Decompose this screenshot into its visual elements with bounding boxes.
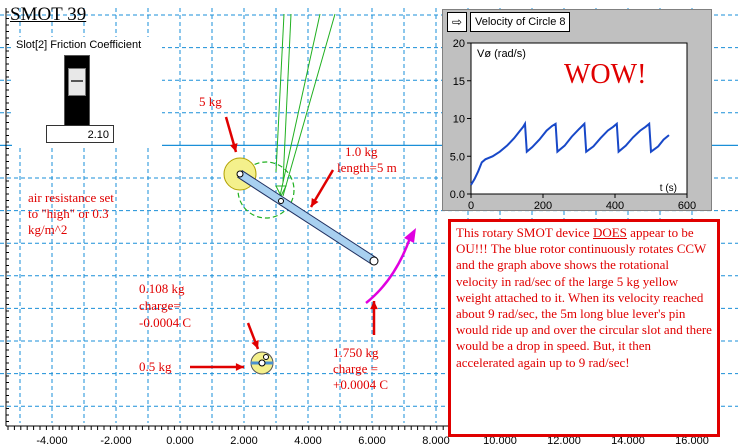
label-rod-mass: 1.0 kg length=5 m [337, 144, 397, 176]
x-tick-label: 8.000 [422, 435, 450, 447]
friction-slider-panel: Slot[2] Friction Coefficient 2.10 [12, 37, 162, 147]
x-tick-label: 4.000 [294, 435, 322, 447]
friction-value-field[interactable]: 2.10 [46, 125, 114, 143]
arrow-5kg-head [230, 143, 238, 152]
label-small-charge: 0.108 kg charge= -0.0004 C [139, 280, 191, 331]
slot-guide-line [275, 13, 285, 173]
slot-guide-line [282, 13, 292, 183]
plot-area [470, 42, 688, 195]
page-title: SMOT 39 [10, 4, 87, 25]
graph-header: ⇨ Velocity of Circle 8 [447, 12, 571, 32]
x-tick-label: 400 [606, 200, 624, 212]
small-pivot [258, 359, 266, 367]
x-tick-label: 0 [468, 200, 474, 212]
rotor-pivot [236, 170, 244, 178]
small-pin [263, 354, 269, 360]
y-tick-label: 10 [453, 114, 465, 126]
label-5kg: 5 kg [199, 94, 222, 109]
label-air-line2: to "high" or 0.3 [28, 206, 109, 221]
x-tick-label: 2.000 [230, 435, 258, 447]
wow-label: WOW! [564, 59, 646, 90]
arrow-half-kg-head [235, 363, 244, 371]
rotor-tip [369, 256, 379, 266]
y-tick-label: 0.0 [450, 189, 465, 201]
label-pin-line1: 1.750 kg [333, 345, 379, 360]
explanation-text-part2: appear to be OU!!! The blue rotor contin… [456, 225, 712, 370]
velocity-series-line [470, 120, 670, 186]
slot-guide-line [282, 13, 336, 197]
arrow-pin-charge-head [370, 301, 378, 310]
arrow-rod-head [311, 198, 319, 207]
slider-label: Slot[2] Friction Coefficient [16, 39, 142, 51]
explanation-text-box: This rotary SMOT device DOES appear to b… [448, 219, 720, 437]
rotation-arrow-head [404, 228, 416, 243]
label-half-kg: 0.5 kg [139, 359, 172, 374]
y-tick-label: 5.0 [450, 151, 465, 163]
label-air-resistance: air resistance set to "high" or 0.3 kg/m… [28, 190, 114, 238]
label-rod-mass-line1: 1.0 kg [345, 144, 378, 159]
x-tick-label: 200 [534, 200, 552, 212]
label-small-line2: charge= [139, 298, 181, 313]
rotor-pin [278, 198, 284, 204]
x-tick-label: 14.000 [611, 435, 645, 447]
slot-guide-line [279, 13, 321, 197]
explanation-emphasis: DOES [592, 225, 627, 240]
slot-guide-arrowhead [275, 185, 287, 198]
x-tick-label: 6.000 [358, 435, 386, 447]
explanation-text-part1: This rotary SMOT device [456, 225, 593, 240]
label-pin-line2: charge = [333, 361, 378, 376]
x-tick-label: 600 [678, 200, 696, 212]
label-rod-mass-line2: length=5 m [337, 160, 397, 175]
x-tick-label: 10.000 [483, 435, 517, 447]
circular-slot [237, 161, 295, 219]
y-axis-label: Vø (rad/s) [477, 48, 526, 60]
x-tick-label: 0.000 [166, 435, 194, 447]
y-tick-label: 15 [453, 76, 465, 88]
friction-slider-track[interactable] [64, 55, 90, 137]
label-small-line3: -0.0004 C [139, 315, 191, 330]
arrow-right-icon[interactable]: ⇨ [447, 12, 467, 32]
x-tick-label: -4.000 [36, 435, 67, 447]
x-axis-label: t (s) [660, 183, 677, 194]
y-tick-label: 20 [453, 38, 465, 50]
label-air-line3: kg/m^2 [28, 222, 68, 237]
x-tick-label: 16.000 [675, 435, 709, 447]
rotation-direction-arrow [365, 237, 412, 304]
friction-slider-thumb[interactable] [68, 68, 86, 96]
label-air-line1: air resistance set [28, 190, 114, 205]
label-small-line1: 0.108 kg [139, 281, 185, 296]
label-pin-line3: +0.0004 C [333, 377, 389, 392]
x-tick-label: -2.000 [100, 435, 131, 447]
graph-title: Velocity of Circle 8 [470, 12, 571, 32]
label-pin-charge: 1.750 kg charge = +0.0004 C [333, 345, 388, 393]
velocity-graph-window: 0.0 5.0 10 15 20 0 200 400 600 Vø (rad/s) t (s) WOW… [442, 9, 712, 212]
arrow-small-charge-head [251, 340, 259, 349]
x-tick-label: 12.000 [547, 435, 581, 447]
